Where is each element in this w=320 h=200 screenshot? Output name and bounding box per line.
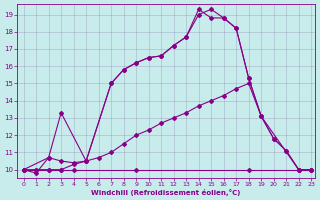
X-axis label: Windchill (Refroidissement éolien,°C): Windchill (Refroidissement éolien,°C)	[92, 189, 241, 196]
